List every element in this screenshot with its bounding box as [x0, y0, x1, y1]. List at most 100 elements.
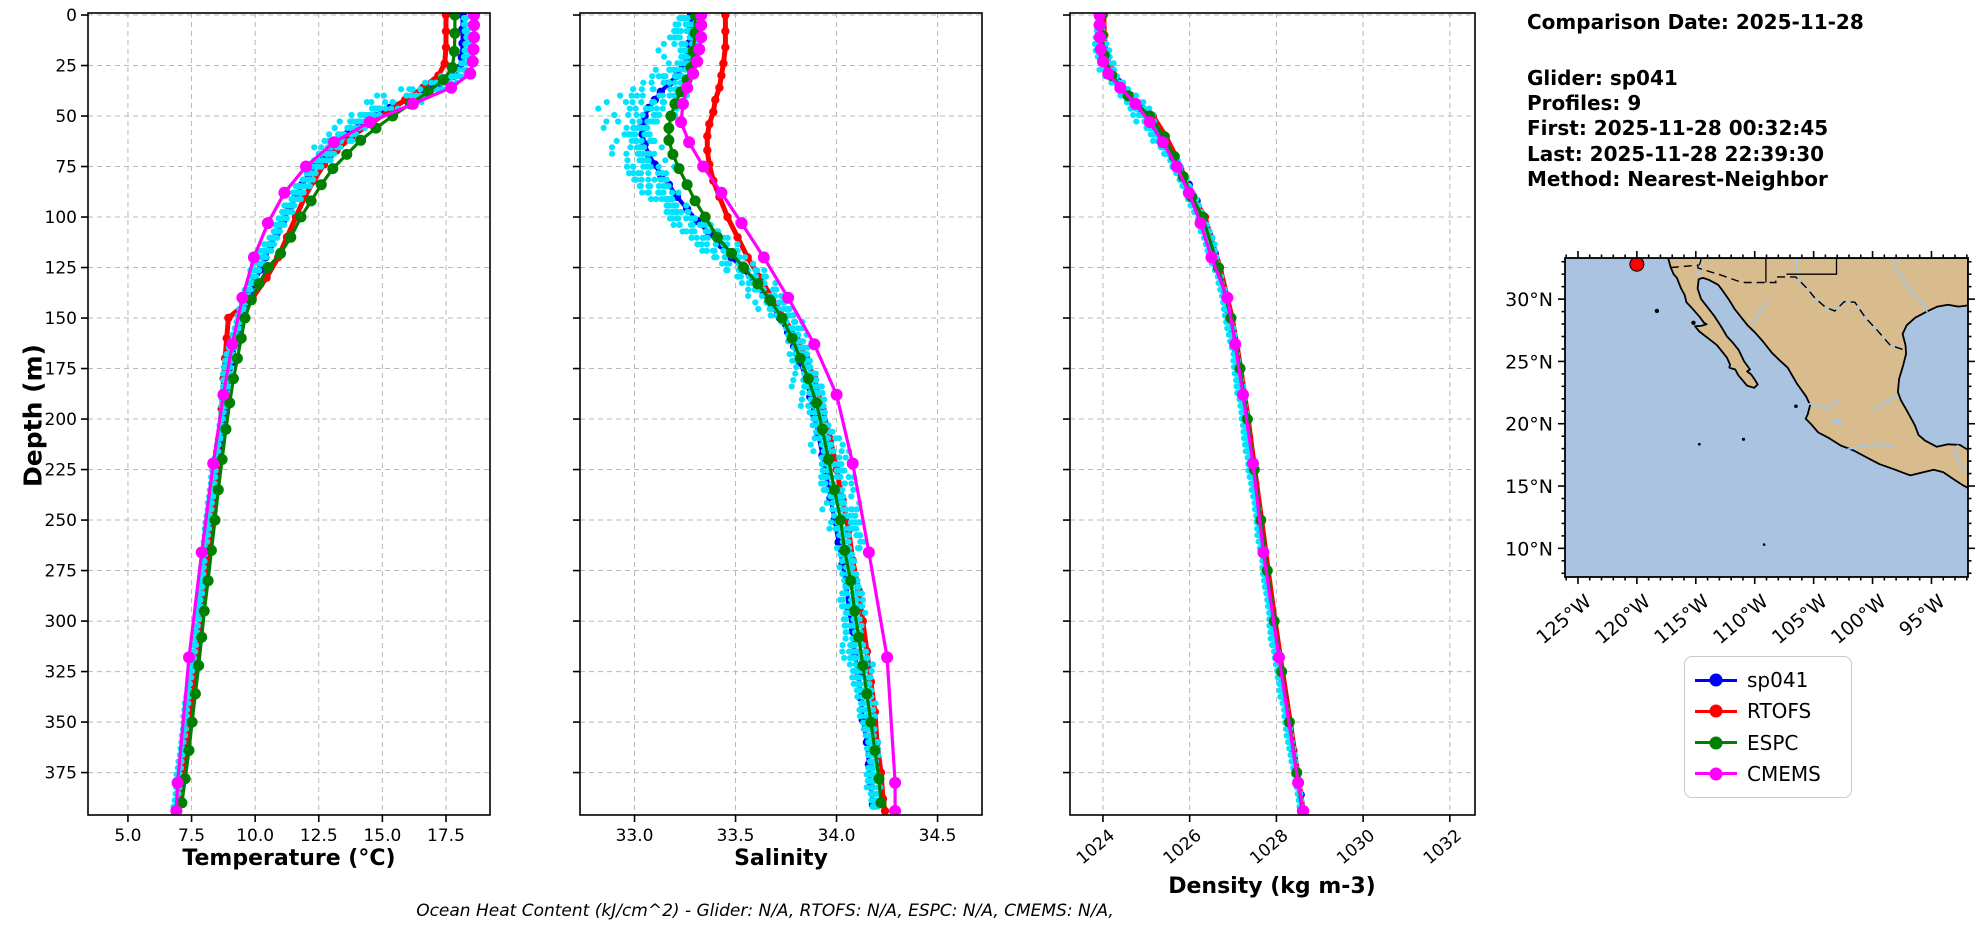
density-plot: 1024 1026 1028 1030 1032 — [1063, 12, 1476, 869]
density-axis-label: Density (kg m-3) — [1168, 874, 1376, 899]
depth-tick-label: 200 — [45, 410, 77, 430]
depth-tick-label: 175 — [45, 360, 77, 380]
location-map: 10°N 15°N 20°N 25°N 30°N 125°W120°W115°W110°W… — [1505, 251, 1975, 649]
map-islands — [1654, 308, 1798, 546]
x-tick-label: 12.5 — [300, 826, 338, 846]
temperature-x-ticks: 5.0 7.5 10.0 12.5 15.0 17.5 — [114, 815, 465, 846]
depth-tick-label: 50 — [55, 107, 77, 127]
map-land — [1667, 258, 1968, 489]
temperature-raw-scatter — [170, 15, 477, 810]
legend-item-rtofs: RTOFS — [1695, 699, 1841, 723]
legend-label: CMEMS — [1747, 761, 1821, 786]
density-ESPC-line — [1100, 13, 1304, 813]
depth-tick-label: 250 — [45, 511, 77, 531]
salinity-plot: 33.0 33.5 34.0 34.5 — [573, 12, 983, 846]
profiles-count-text: Profiles: 9 — [1527, 91, 1642, 115]
density-x-ticks: 1024 1026 1028 1030 1032 — [1073, 815, 1466, 869]
salinity-sp041-line — [640, 13, 875, 807]
first-profile-time-text: First: 2025-11-28 00:32:45 — [1527, 116, 1829, 140]
legend: sp041 RTOFS ESPC CMEMS — [1684, 656, 1852, 798]
temperature-grid — [88, 13, 490, 815]
salinity-x-ticks: 33.0 33.5 34.0 34.5 — [616, 815, 956, 846]
method-text: Method: Nearest-Neighbor — [1527, 167, 1828, 191]
map-lon-tick-label: 100°W — [1827, 590, 1891, 648]
map-lat-tick-label: 15°N — [1505, 476, 1553, 498]
x-tick-label: 33.5 — [717, 826, 755, 846]
density-spines — [1069, 12, 1476, 816]
legend-line-marker-icon — [1695, 735, 1737, 751]
temperature-ESPC-markers — [176, 13, 461, 809]
salinity-ESPC-line — [667, 13, 883, 805]
map-lat-tick-label: 10°N — [1505, 538, 1553, 560]
salinity-series-CMEMS — [675, 13, 902, 815]
glider-location-marker — [1629, 258, 1645, 272]
depth-tick-label: 225 — [45, 461, 77, 481]
comparison-date-text: Comparison Date: 2025-11-28 — [1527, 10, 1864, 34]
density-grid — [1070, 13, 1475, 815]
legend-item-espc: ESPC — [1695, 731, 1841, 755]
x-tick-label: 5.0 — [114, 826, 141, 846]
glider-name-text: Glider: sp041 — [1527, 66, 1678, 90]
x-tick-label: 10.0 — [236, 826, 274, 846]
x-tick-label: 33.0 — [616, 826, 654, 846]
depth-tick-label: 275 — [45, 562, 77, 582]
depth-axis-label: Depth (m) — [18, 344, 48, 487]
map-lat-tick-label: 30°N — [1505, 289, 1553, 311]
density-RTOFS-line — [1101, 13, 1306, 814]
temperature-series-RTOFS — [174, 13, 451, 815]
last-profile-time-text: Last: 2025-11-28 22:39:30 — [1527, 142, 1825, 166]
map-state-borders — [1698, 258, 1838, 283]
salinity-axis-label: Salinity — [734, 846, 828, 871]
map-lon-tick-label: 105°W — [1768, 590, 1832, 648]
legend-line-marker-icon — [1695, 703, 1737, 719]
x-tick-label: 1032 — [1420, 826, 1466, 869]
temperature-spines — [87, 12, 491, 816]
density-sp041-line — [1098, 13, 1305, 811]
map-lat-tick-label: 25°N — [1505, 351, 1553, 373]
x-tick-label: 1030 — [1333, 826, 1379, 869]
legend-label: sp041 — [1747, 668, 1809, 693]
legend-item-sp041: sp041 — [1695, 668, 1841, 692]
map-ticks — [1558, 251, 1975, 584]
legend-line-marker-icon — [1695, 766, 1737, 782]
map-lon-tick-label: 120°W — [1591, 590, 1655, 648]
x-tick-label: 17.5 — [427, 826, 465, 846]
density-raw-scatter — [1091, 15, 1306, 810]
legend-label: ESPC — [1747, 730, 1799, 755]
depth-tick-label: 150 — [45, 309, 77, 329]
map-lon-tick-label: 115°W — [1650, 590, 1714, 648]
temperature-series-CMEMS — [170, 13, 480, 815]
legend-item-cmems: CMEMS — [1695, 762, 1841, 786]
depth-tick-label: 325 — [45, 663, 77, 683]
density-series-sp041 — [1096, 13, 1307, 814]
map-lon-tick-label: 95°W — [1895, 590, 1949, 641]
x-tick-label: 1024 — [1073, 826, 1119, 869]
depth-tick-label: 375 — [45, 764, 77, 784]
density-sp041-markers — [1096, 13, 1307, 814]
temperature-plot: 5.0 7.5 10.0 12.5 15.0 17.5 0 25 50 75 100 125 150 17… — [45, 6, 491, 846]
x-tick-label: 7.5 — [178, 826, 205, 846]
depth-tick-label: 350 — [45, 713, 77, 733]
x-tick-label: 15.0 — [363, 826, 401, 846]
depth-tick-label: 300 — [45, 612, 77, 632]
depth-tick-label: 0 — [66, 6, 77, 26]
density-CMEMS-line — [1097, 13, 1305, 813]
map-lon-tick-label: 110°W — [1709, 590, 1773, 648]
map-lake-chapala — [1832, 419, 1843, 424]
depth-tick-label: 75 — [55, 158, 77, 178]
depth-tick-label: 25 — [55, 57, 77, 77]
x-tick-label: 34.0 — [818, 826, 856, 846]
x-tick-label: 1026 — [1160, 826, 1206, 869]
legend-label: RTOFS — [1747, 699, 1812, 724]
salinity-spines — [579, 12, 983, 816]
map-lat-tick-label: 20°N — [1505, 414, 1553, 436]
density-y-ticks — [1063, 14, 1070, 774]
temperature-RTOFS-markers — [174, 13, 451, 815]
salinity-CMEMS-markers — [675, 13, 902, 815]
density-series-CMEMS — [1093, 13, 1310, 815]
legend-line-marker-icon — [1695, 672, 1737, 688]
temperature-CMEMS-line — [174, 13, 476, 813]
map-us-mexico-border — [1670, 264, 1907, 351]
salinity-ESPC-markers — [663, 13, 887, 809]
depth-tick-label: 125 — [45, 259, 77, 279]
